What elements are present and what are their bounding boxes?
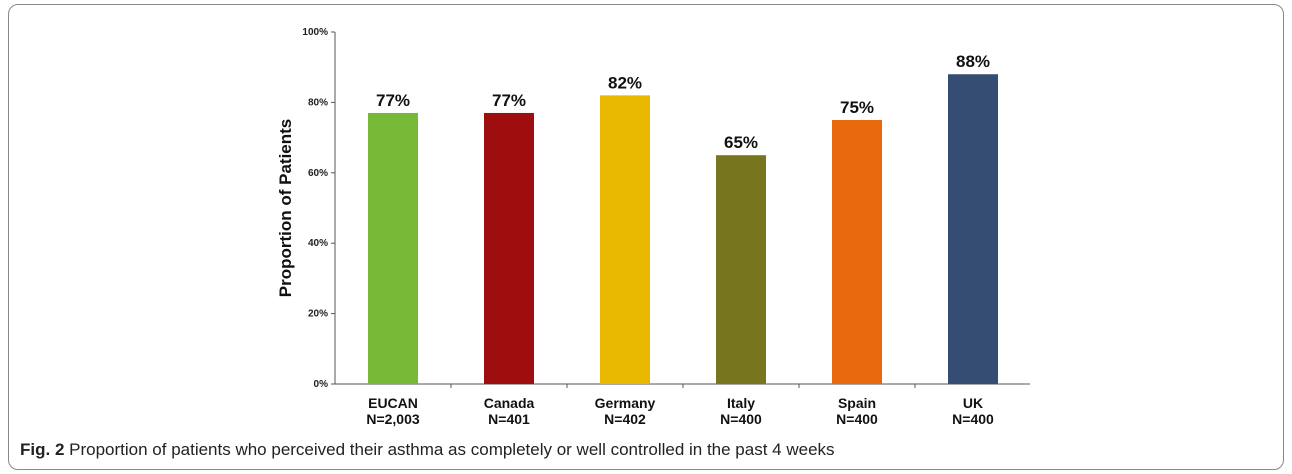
bar	[948, 74, 998, 385]
data-labels: 77% 77% 82% 65% 75% 88%	[376, 52, 990, 152]
x-category-name: Canada	[484, 395, 535, 411]
data-label: 88%	[956, 52, 990, 71]
x-category-n: N=400	[720, 411, 762, 427]
y-tick-label: 0%	[314, 379, 329, 390]
x-category-n: N=402	[604, 411, 646, 427]
data-label: 75%	[840, 98, 874, 117]
caption-text: Proportion of patients who perceived the…	[64, 440, 835, 459]
x-category-name: UK	[963, 395, 983, 411]
data-label: 82%	[608, 73, 642, 92]
data-label: 77%	[376, 91, 410, 110]
y-tick-label: 100%	[302, 27, 328, 38]
x-category-name: EUCAN	[368, 395, 418, 411]
data-label: 65%	[724, 133, 758, 152]
x-category-name: Italy	[727, 395, 755, 411]
y-axis-label: Proportion of Patients	[276, 119, 295, 298]
y-tick-label: 20%	[308, 309, 328, 320]
x-category-n: N=2,003	[366, 411, 420, 427]
bar	[832, 120, 882, 384]
axes: 0% 20% 40% 60% 80% 100%	[302, 27, 1030, 390]
bars	[368, 74, 998, 385]
figure-caption: Fig. 2 Proportion of patients who percei…	[20, 440, 835, 460]
x-category-n: N=400	[836, 411, 878, 427]
x-category-name: Spain	[838, 395, 876, 411]
bar	[368, 112, 418, 385]
x-category-n: N=400	[952, 411, 994, 427]
y-tick-label: 60%	[308, 168, 328, 179]
x-category-name: Germany	[595, 395, 656, 411]
y-tick-label: 80%	[308, 97, 328, 108]
bar	[716, 155, 766, 384]
data-label: 77%	[492, 91, 526, 110]
y-tick-label: 40%	[308, 238, 328, 249]
bar	[600, 95, 650, 385]
bar	[484, 112, 534, 385]
figure-label: Fig. 2	[20, 440, 65, 459]
x-category-n: N=401	[488, 411, 530, 427]
